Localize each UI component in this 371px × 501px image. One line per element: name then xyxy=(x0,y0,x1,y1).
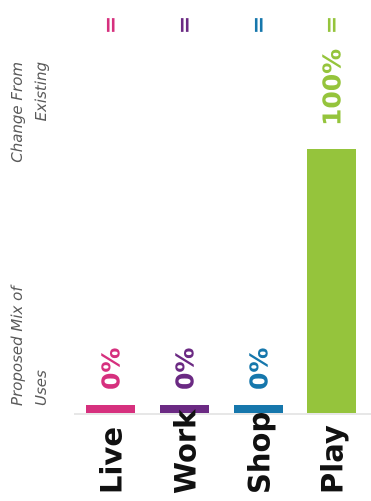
top-side-label-line2: Existing xyxy=(32,62,50,121)
bar-shop xyxy=(234,405,283,413)
change-marker-play: = xyxy=(320,16,345,34)
value-label-play: 100% xyxy=(318,49,347,126)
y-side-label-line1: Proposed Mix of xyxy=(8,284,26,406)
category-label-work: Work xyxy=(169,409,203,494)
change-marker-live: = xyxy=(99,16,124,34)
change-marker-shop: = xyxy=(247,16,272,34)
change-marker-work: = xyxy=(173,16,198,34)
category-label-live: Live xyxy=(95,427,129,494)
bar-live xyxy=(86,405,135,413)
plot-area: = 0% Live = 0% Work = 0% Shop = 100% Play xyxy=(74,16,371,494)
bar-work xyxy=(160,405,209,413)
value-label-live: 0% xyxy=(97,348,126,390)
category-label-play: Play xyxy=(316,425,350,494)
value-label-shop: 0% xyxy=(245,348,274,390)
top-side-label-line1: Change From xyxy=(8,62,26,163)
side-labels: Change From Existing Proposed Mix of Use… xyxy=(8,62,50,406)
bar-play xyxy=(307,149,356,413)
value-label-work: 0% xyxy=(171,348,200,390)
category-label-shop: Shop xyxy=(243,412,277,494)
y-side-label-line2: Uses xyxy=(32,370,50,406)
